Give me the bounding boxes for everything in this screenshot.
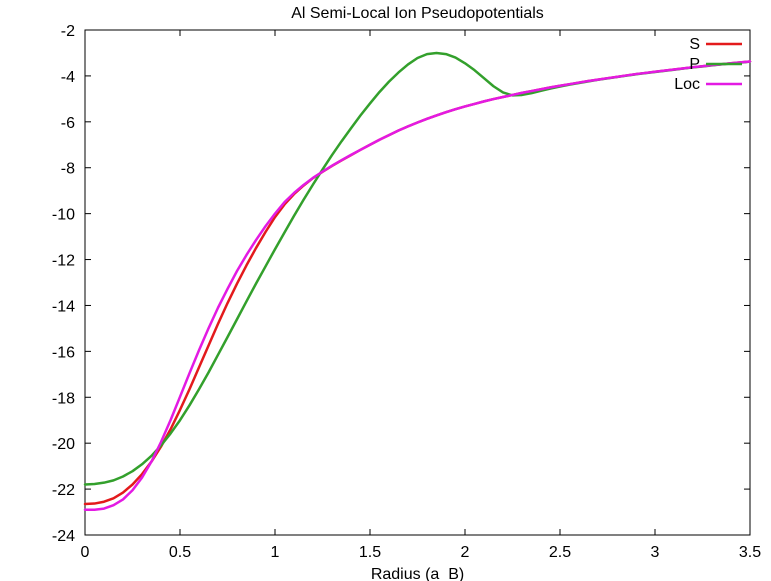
x-tick-label: 0 xyxy=(81,544,90,561)
legend-label-loc: Loc xyxy=(674,76,700,93)
legend-label-s: S xyxy=(689,36,700,53)
x-tick-label: 2 xyxy=(461,544,470,561)
x-tick-label: 3 xyxy=(651,544,660,561)
x-axis-label: Radius (a_B) xyxy=(371,566,464,581)
legend-label-p: P xyxy=(689,56,700,73)
y-tick-label: -14 xyxy=(52,298,75,315)
y-tick-label: -2 xyxy=(61,23,75,40)
x-tick-label: 1 xyxy=(271,544,280,561)
y-tick-label: -6 xyxy=(61,115,75,132)
chart-container: 0 0.5 1 1.5 2 2.5 3 3.5 -24 -22 -20 -18 -16 -14 -12 -10… xyxy=(0,0,771,581)
x-tick-label: 1.5 xyxy=(359,544,381,561)
line-chart: 0 0.5 1 1.5 2 2.5 3 3.5 -24 -22 -20 -18 -16 -14 -12 -10… xyxy=(0,0,771,581)
chart-title: Al Semi-Local Ion Pseudopotentials xyxy=(291,5,544,22)
y-tick-label: -18 xyxy=(52,390,75,407)
y-tick-label: -22 xyxy=(52,482,75,499)
x-tick-label: 2.5 xyxy=(549,544,571,561)
x-tick-label: 0.5 xyxy=(169,544,191,561)
y-tick-label: -12 xyxy=(52,253,75,270)
y-tick-label: -20 xyxy=(52,436,75,453)
x-tick-label: 3.5 xyxy=(739,544,761,561)
y-tick-label: -16 xyxy=(52,344,75,361)
y-tick-label: -24 xyxy=(52,528,75,545)
y-tick-label: -10 xyxy=(52,207,75,224)
y-tick-label: -4 xyxy=(61,69,75,86)
y-tick-label: -8 xyxy=(61,161,75,178)
